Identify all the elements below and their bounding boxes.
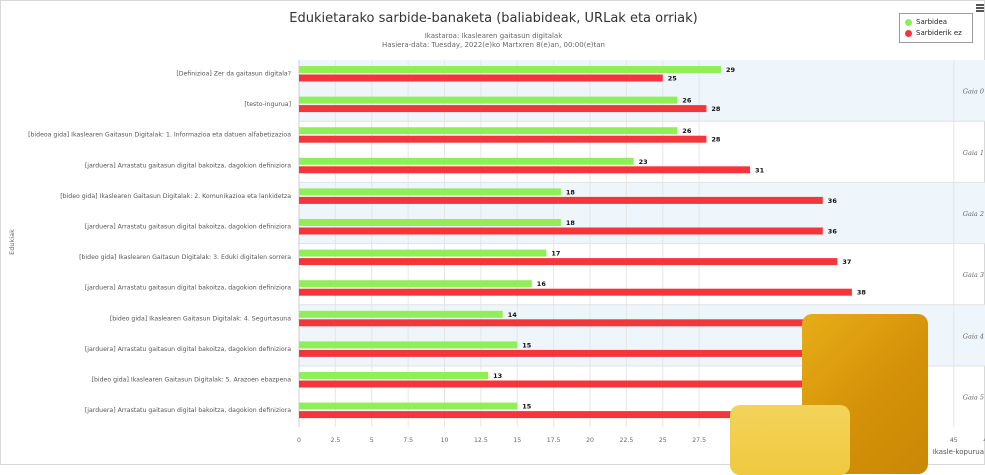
section-label: Gaia 0 [963, 88, 984, 96]
x-tick-label: 25 [659, 437, 667, 444]
bar-accessed[interactable] [299, 280, 532, 288]
data-label-accessed: 26 [682, 97, 692, 105]
bar-accessed[interactable] [299, 372, 489, 379]
x-tick-label: 12.5 [474, 437, 488, 444]
legend-label-accessed: Sarbidea [916, 18, 948, 26]
bar-accessed[interactable] [299, 127, 678, 135]
category-label: [bideoa gida] Ikaslearen Gaitasun Digita… [28, 132, 291, 139]
bar-not-accessed-obscured[interactable] [299, 349, 826, 357]
data-label-not-accessed: 37 [842, 258, 851, 266]
x-tick-label: 2.5 [330, 437, 340, 444]
category-label: [jarduera] Arrastatu gaitasun digital ba… [85, 285, 291, 292]
chart-subtitle-start-date: Hasiera-data: Tuesday, 2022(e)ko Martxre… [382, 41, 605, 49]
x-tick-label: 0 [297, 437, 301, 444]
category-label: [testo-inguruа] [244, 101, 291, 108]
x-tick-label: 7.5 [403, 437, 413, 444]
category-label: [bideo gida] Ikaslearen Gaitasun Digital… [110, 315, 291, 322]
data-label-not-accessed: 28 [711, 105, 721, 113]
section-label: Gaia 3 [963, 271, 984, 279]
category-label: [jarduera] Arrastatu gaitasun digital ba… [85, 407, 291, 414]
category-label: [jarduera] Arrastatu gaitasun digital ba… [85, 162, 291, 169]
bar-not-accessed[interactable] [299, 74, 663, 82]
y-axis-title: Edukiak [8, 229, 16, 255]
section-label: Gaia 5 [963, 394, 984, 402]
category-label: [bideo gida] Ikaslearen Gaitasun Digital… [92, 377, 292, 384]
data-label-accessed: 29 [726, 66, 736, 74]
bar-accessed[interactable] [299, 402, 518, 410]
data-label-not-accessed: 38 [857, 289, 867, 297]
x-tick-label: 22.5 [619, 437, 633, 444]
bar-accessed[interactable] [299, 310, 503, 318]
chart-title: Edukietarako sarbide-banaketa (baliabide… [289, 11, 698, 26]
category-label: [Definizioa] Zer da gaitasun digitala? [176, 71, 291, 78]
bar-accessed[interactable] [299, 157, 634, 165]
data-label-accessed: 26 [682, 127, 692, 135]
x-tick-label: 45 [950, 437, 958, 444]
bar-accessed[interactable] [299, 219, 561, 226]
data-label-accessed: 14 [508, 311, 518, 319]
bar-not-accessed[interactable] [299, 135, 707, 143]
bar-not-accessed[interactable] [299, 288, 852, 296]
bar-not-accessed[interactable] [299, 166, 751, 174]
bar-accessed[interactable] [299, 188, 561, 196]
chart-legend: Sarbidea Sarbiderik ez [899, 13, 973, 43]
category-label: [jarduera] Arrastatu gaitasun digital ba… [85, 346, 291, 353]
bar-not-accessed[interactable] [299, 227, 823, 235]
x-axis-title: Ikasle-kopurua [933, 448, 984, 456]
category-label: [jarduera] Arrastatu gaitasun digital ba… [85, 224, 291, 231]
legend-swatch-not-accessed [905, 29, 912, 37]
data-label-accessed: 18 [566, 219, 576, 227]
bar-not-accessed[interactable] [299, 196, 823, 204]
x-tick-label: 10 [441, 437, 449, 444]
bar-accessed[interactable] [299, 341, 518, 349]
bar-accessed[interactable] [299, 96, 678, 104]
data-label-accessed: 16 [537, 280, 547, 288]
data-label-accessed: 18 [566, 188, 576, 196]
data-label-accessed: 23 [639, 158, 648, 166]
data-label-accessed: 17 [551, 250, 560, 258]
section-label: Gaia 4 [963, 332, 984, 340]
bar-not-accessed[interactable] [299, 258, 838, 266]
data-label-not-accessed: 31 [755, 166, 765, 174]
x-tick-label: 17.5 [547, 437, 561, 444]
data-label-accessed: 15 [522, 341, 532, 349]
legend-item-accessed[interactable]: Sarbidea [905, 18, 947, 27]
bar-not-accessed-obscured[interactable] [299, 380, 826, 388]
hamburger-menu-icon[interactable] [974, 3, 985, 13]
data-label-not-accessed: 25 [668, 75, 678, 83]
section-label: Gaia 1 [963, 149, 984, 157]
category-label: [bideo gida] Ikaslearen Gaitasun Digital… [79, 254, 291, 261]
legend-item-not-accessed[interactable]: Sarbiderik ez [905, 29, 962, 38]
legend-swatch-accessed [905, 18, 912, 26]
bar-accessed[interactable] [299, 249, 547, 257]
bar-accessed[interactable] [299, 66, 721, 73]
x-tick-label: 47.5 [983, 437, 985, 444]
data-label-not-accessed: 36 [828, 197, 838, 205]
x-tick-label: 15 [513, 437, 521, 444]
legend-label-not-accessed: Sarbiderik ez [916, 29, 962, 37]
x-tick-label: 5 [370, 437, 374, 444]
bar-not-accessed-obscured[interactable] [299, 411, 826, 419]
bar-not-accessed-obscured[interactable] [299, 319, 826, 327]
chart-subtitle-course: Ikastaroa: Ikaslearen gaitasun digitalak [424, 32, 563, 40]
data-label-accessed: 13 [493, 372, 502, 380]
category-label: [bideo gida] Ikaslearen Gaitasun Digital… [60, 193, 291, 200]
section-label: Gaia 2 [963, 210, 984, 218]
x-tick-label: 27.5 [692, 437, 706, 444]
data-label-accessed: 15 [522, 403, 532, 411]
bar-not-accessed[interactable] [299, 105, 707, 113]
x-tick-label: 20 [586, 437, 594, 444]
data-label-not-accessed: 28 [711, 136, 721, 144]
overlay-card-yellow [730, 405, 850, 475]
data-label-not-accessed: 36 [828, 228, 838, 236]
